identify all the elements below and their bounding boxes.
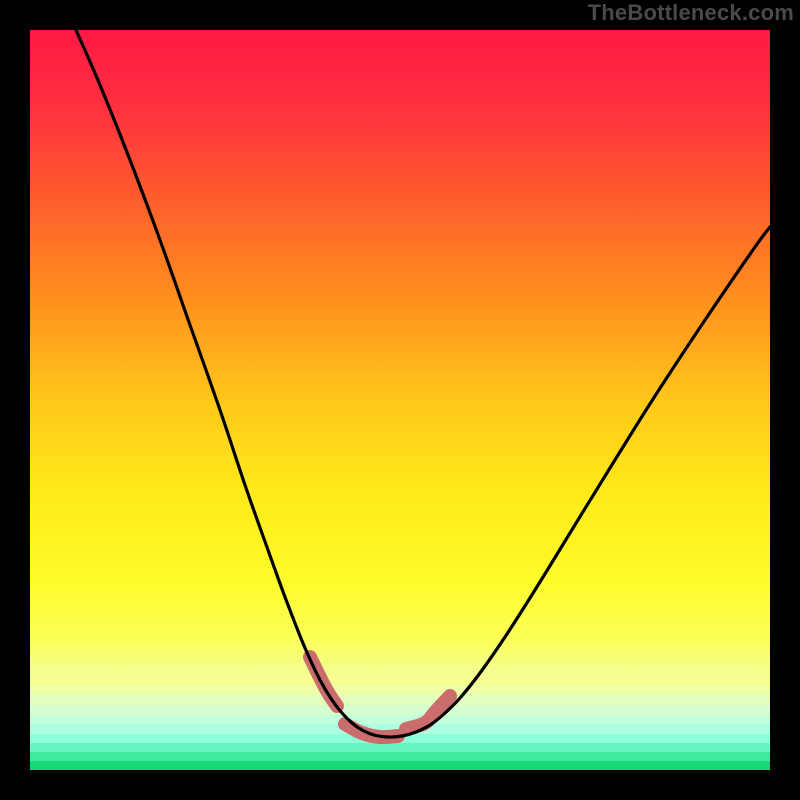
plot-area bbox=[30, 30, 770, 770]
curve-layer bbox=[30, 30, 770, 770]
watermark-text: TheBottleneck.com bbox=[588, 0, 794, 26]
bottleneck-curve bbox=[76, 30, 770, 737]
